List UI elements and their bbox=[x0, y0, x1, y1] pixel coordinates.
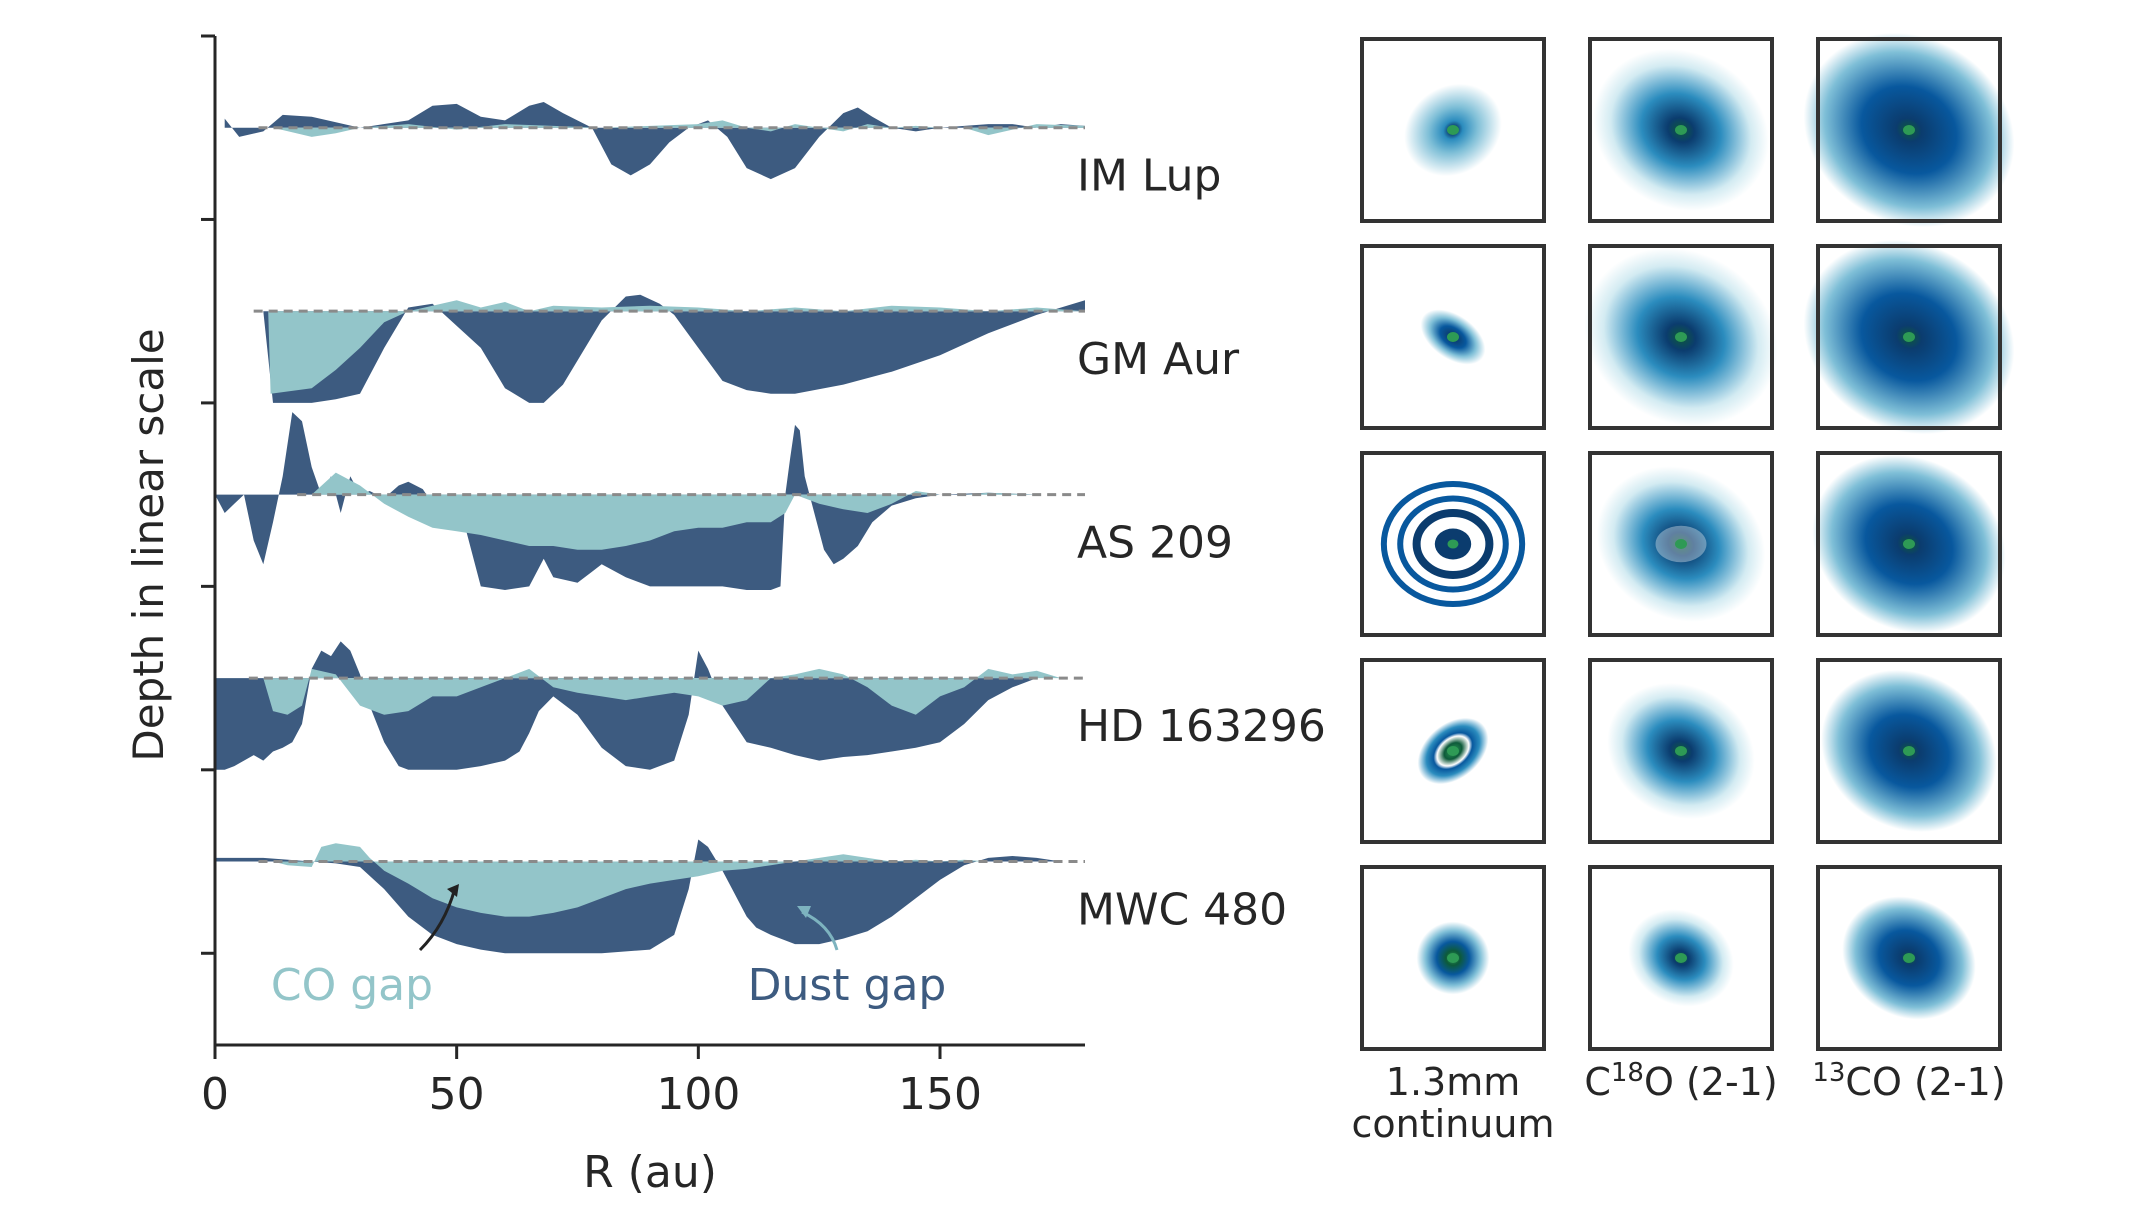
profile-mwc-480 bbox=[215, 839, 1085, 954]
central-peak bbox=[1447, 953, 1459, 963]
dust-gap-area-im-lup bbox=[224, 102, 1085, 180]
panel-border bbox=[1588, 37, 1774, 223]
image-panel-gm-aur-continuum bbox=[1360, 244, 1546, 430]
dust-gap-area-hd-163296 bbox=[215, 641, 1085, 770]
central-peak bbox=[1903, 953, 1915, 963]
co-gap-area-as-209 bbox=[311, 472, 1085, 550]
panel-border bbox=[1816, 451, 2002, 637]
panel-border bbox=[1360, 451, 1546, 637]
co-gap-area-hd-163296 bbox=[263, 668, 1085, 715]
disk-label-im-lup: IM Lup bbox=[1077, 151, 1221, 202]
image-panel-hd-163296-continuum bbox=[1360, 658, 1546, 844]
profile-hd-163296 bbox=[215, 641, 1085, 770]
image-panel-mwc-480-continuum bbox=[1360, 865, 1546, 1051]
column-label-continuum: continuum bbox=[1352, 1102, 1555, 1146]
gap-depth-chart: Depth in linear scale 0 50 100 150 R (au) I… bbox=[124, 34, 1326, 1198]
profile-im-lup bbox=[224, 102, 1085, 180]
central-peak bbox=[1675, 746, 1687, 756]
central-peak bbox=[1903, 332, 1915, 342]
panel-border bbox=[1360, 37, 1546, 223]
image-panel-as-209-continuum bbox=[1360, 451, 1546, 637]
panel-border bbox=[1360, 244, 1546, 430]
co-gap-arrowhead bbox=[447, 884, 459, 897]
y-axis-label: Depth in linear scale bbox=[124, 328, 173, 761]
panel-border bbox=[1588, 865, 1774, 1051]
image-panel-im-lup-13co bbox=[1803, 32, 2015, 228]
panel-border bbox=[1360, 865, 1546, 1051]
central-peak bbox=[1447, 746, 1459, 756]
y-axis: Depth in linear scale bbox=[124, 34, 217, 1045]
image-panel-hd-163296-c18o bbox=[1588, 658, 1774, 844]
column-label-c18o: C18O (2-1) bbox=[1584, 1058, 1777, 1104]
central-peak bbox=[1675, 332, 1687, 342]
co-gap-arrow bbox=[418, 887, 457, 952]
panel-border bbox=[1360, 658, 1546, 844]
dust-gap-area-gm-aur bbox=[215, 294, 1085, 403]
central-peak bbox=[1675, 539, 1687, 549]
central-peak bbox=[1675, 125, 1687, 135]
x-axis: 0 50 100 150 R (au) bbox=[201, 1043, 1085, 1198]
central-peak bbox=[1447, 125, 1459, 135]
dust-ring bbox=[1412, 509, 1494, 579]
dust-gap-label: Dust gap bbox=[748, 960, 947, 1011]
x-tick-label: 50 bbox=[429, 1069, 485, 1120]
disk-label-as-209: AS 209 bbox=[1077, 518, 1233, 569]
panel-border bbox=[1588, 244, 1774, 430]
central-peak bbox=[1447, 332, 1459, 342]
column-label-continuum: 1.3mm bbox=[1386, 1060, 1520, 1104]
profile-as-209 bbox=[215, 412, 1085, 590]
profile-gm-aur bbox=[215, 294, 1085, 403]
y-ticks bbox=[201, 34, 215, 955]
x-tick-label: 0 bbox=[201, 1069, 229, 1120]
image-grid bbox=[1360, 32, 2015, 1051]
dust-ring bbox=[1397, 495, 1509, 593]
image-panel-gm-aur-13co bbox=[1803, 239, 2015, 435]
central-peak bbox=[1903, 539, 1915, 549]
image-panel-im-lup-continuum bbox=[1360, 37, 1546, 223]
image-panel-as-209-c18o bbox=[1588, 451, 1774, 637]
image-panel-hd-163296-13co bbox=[1816, 658, 2002, 844]
disk-label-mwc-480: MWC 480 bbox=[1077, 885, 1287, 936]
central-peak bbox=[1675, 953, 1687, 963]
panel-border bbox=[1816, 865, 2002, 1051]
disk-profiles bbox=[215, 102, 1085, 954]
image-panel-mwc-480-13co bbox=[1816, 865, 2002, 1051]
panel-border bbox=[1816, 244, 2002, 430]
x-ticks: 0 50 100 150 bbox=[201, 1045, 982, 1120]
panel-border bbox=[1588, 451, 1774, 637]
co-gap-label: CO gap bbox=[271, 960, 433, 1011]
disk-label-gm-aur: GM Aur bbox=[1077, 334, 1240, 385]
dust-gap-arrowhead bbox=[797, 906, 811, 918]
central-peak bbox=[1903, 125, 1915, 135]
image-panel-as-209-13co bbox=[1812, 451, 2006, 637]
dust-ring bbox=[1380, 480, 1526, 608]
central-peak bbox=[1903, 746, 1915, 756]
column-label-13co: 13CO (2-1) bbox=[1812, 1058, 2005, 1104]
disk-label-hd-163296: HD 163296 bbox=[1077, 701, 1326, 752]
image-panel-im-lup-c18o bbox=[1588, 37, 1774, 223]
x-tick-label: 150 bbox=[898, 1069, 982, 1120]
image-panel-mwc-480-c18o bbox=[1588, 865, 1774, 1051]
annotations: CO gap Dust gap bbox=[271, 884, 946, 1011]
panel-border bbox=[1816, 37, 2002, 223]
dust-center bbox=[1447, 539, 1459, 549]
x-tick-label: 100 bbox=[656, 1069, 740, 1120]
panel-border bbox=[1588, 658, 1774, 844]
disk-labels: IM Lup GM Aur AS 209 HD 163296 MWC 480 bbox=[1077, 151, 1326, 936]
x-axis-label: R (au) bbox=[583, 1147, 717, 1198]
panel-border bbox=[1816, 658, 2002, 844]
image-panel-gm-aur-c18o bbox=[1584, 244, 1778, 430]
